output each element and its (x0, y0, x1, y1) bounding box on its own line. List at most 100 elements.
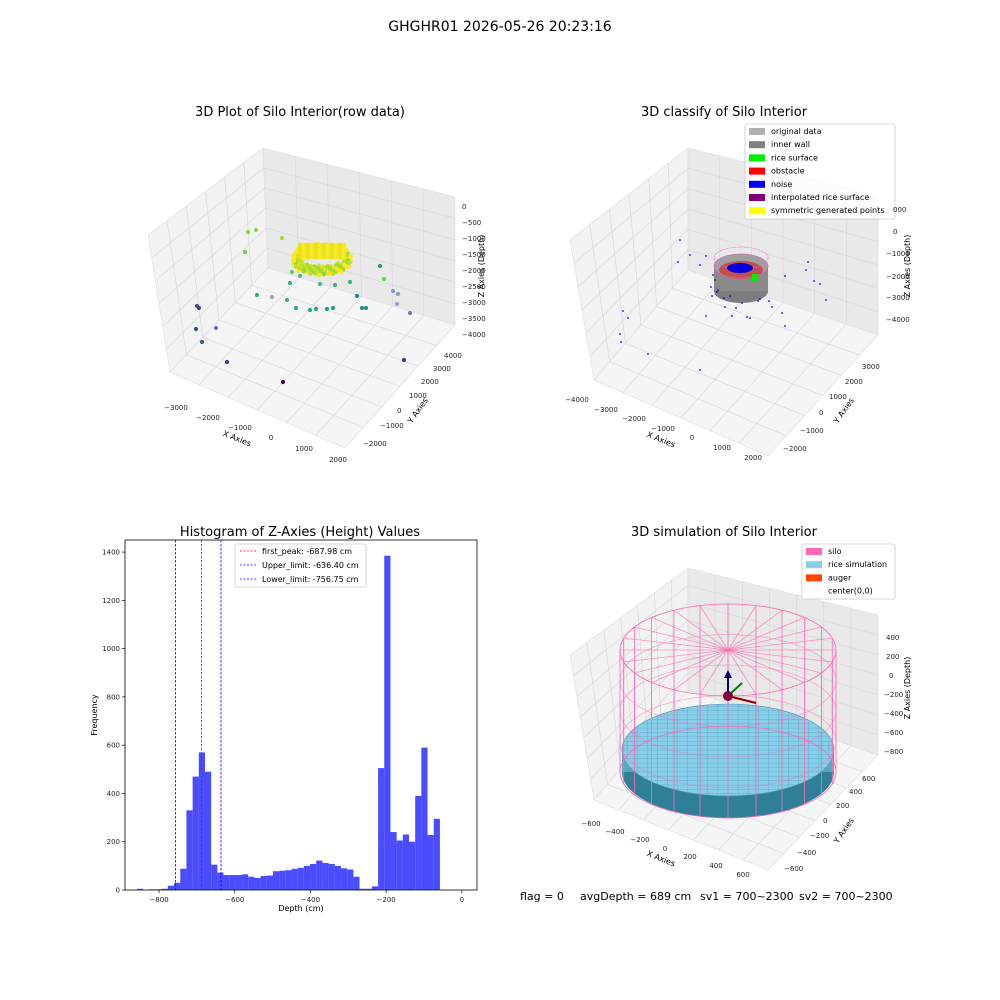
histogram-bar (303, 865, 311, 890)
silo-roof-line (673, 649, 729, 691)
histogram-bar (229, 875, 236, 890)
classify-z-ticks: 000 0 −1000 −2000 −3000 −4000 (886, 206, 910, 324)
classify-noise-cluster (727, 263, 753, 273)
simulation-y-tick: −200 (810, 832, 829, 840)
histogram-bar (174, 882, 181, 890)
histogram-bar (390, 832, 397, 890)
silo-roof-line (651, 649, 729, 683)
grid-line (586, 642, 608, 785)
classify-noise-point (705, 315, 707, 317)
silo-roof-line (623, 649, 729, 663)
classify-noise-point (705, 255, 707, 257)
legend-label: Lower_limit: -756.75 cm (262, 575, 359, 584)
classify-y-tick: 2000 (845, 378, 863, 386)
simulation-auger-z-arrowhead (724, 670, 732, 678)
legend-label: inner wall (771, 140, 810, 149)
raw-data-point (289, 269, 295, 275)
histogram-y-tick: 1000 (102, 645, 120, 653)
raw-data-point (313, 254, 319, 260)
histogram-y-axis-label: Frequency (90, 694, 99, 736)
grid-line (251, 285, 437, 346)
grid-line (422, 188, 425, 316)
raw-x-tick: −3000 (164, 404, 188, 412)
histogram-bar (167, 885, 175, 890)
classify-x-tick: 0 (690, 434, 694, 442)
silo-roof-line (727, 649, 833, 663)
histogram-bar (415, 795, 422, 890)
classify-noise-points (619, 239, 827, 371)
silo-roof-line (727, 649, 805, 683)
classify-noise-point (627, 317, 629, 319)
legend-swatch (806, 574, 822, 582)
classify-x-ticks: −4000 −3000 −2000 −1000 0 1000 2000 (565, 396, 762, 462)
raw-data-points (193, 227, 413, 385)
histogram-y-tick: 200 (107, 838, 120, 846)
raw-data-point (363, 305, 369, 311)
raw-data-point (313, 306, 319, 312)
simulation-y-ticks: −600 −400 −200 0 200 400 600 (784, 775, 875, 873)
legend-label: auger (828, 573, 852, 582)
raw-data-point (329, 254, 335, 260)
histogram-bar (137, 888, 144, 890)
legend-label: first_peak: -687.98 cm (262, 547, 352, 556)
classify-noise-point (716, 291, 718, 293)
histogram-bar (322, 862, 329, 890)
classify-z-tick: −3000 (886, 294, 910, 302)
grid-line (672, 288, 860, 356)
silo-roof-line (699, 605, 729, 651)
simulation-z-tick: −600 (884, 729, 903, 737)
raw-plot-title: 3D Plot of Silo Interior(row data) (195, 105, 405, 120)
raw-data-point (324, 306, 330, 312)
histogram-x-tick: −800 (149, 896, 168, 904)
histogram-x-axis-label: Depth (cm) (278, 904, 323, 913)
grid-line (687, 602, 879, 656)
classify-rice-surface-patch (752, 274, 758, 281)
silo-roof-line (634, 649, 729, 674)
legend-swatch (749, 207, 765, 215)
histogram-y-tick: 1400 (102, 549, 120, 557)
raw-data-point (199, 339, 205, 345)
histogram-bar (353, 876, 360, 890)
panel-simulation-3d-plot: 3D simulation of Silo Interior silo rice … (569, 525, 912, 879)
legend-swatch (749, 180, 765, 188)
classify-noise-point (677, 261, 679, 263)
simulation-x-tick: −600 (581, 820, 600, 828)
raw-data-point (297, 254, 303, 260)
simulation-y-tick: −400 (797, 849, 816, 857)
classify-y-tick: 1000 (829, 393, 847, 401)
simulation-center-point (723, 691, 733, 701)
silo-roof-line (727, 605, 757, 651)
histogram-bar (427, 834, 434, 890)
silo-roof-line (727, 649, 783, 691)
silo-roof-line (673, 609, 729, 651)
raw-y-tick: −2000 (363, 440, 387, 448)
raw-data-point (294, 250, 299, 256)
raw-z-ticks: 0 −500 −1000 −1500 −2000 −2500 −3000 −35… (462, 203, 486, 339)
raw-data-point (306, 269, 311, 274)
raw-data-point (292, 254, 297, 259)
classify-legend-box (744, 123, 896, 220)
classify-noise-point (711, 295, 713, 297)
simulation-z-tick: 400 (886, 634, 899, 642)
histogram-bar (421, 747, 428, 890)
raw-data-point (284, 297, 290, 303)
simulation-z-tick: 0 (889, 672, 893, 680)
raw-data-point (377, 263, 383, 269)
raw-data-point (253, 227, 259, 233)
classify-noise-point (757, 300, 759, 302)
legend-label: rice surface (771, 153, 818, 162)
classify-noise-point (759, 298, 761, 300)
classify-noise-point (724, 306, 726, 308)
histogram-y-tick: 800 (107, 693, 120, 701)
raw-data-point (401, 357, 407, 363)
classify-noise-point (771, 306, 773, 308)
histogram-y-tick: 400 (107, 790, 120, 798)
simulation-y-tick: −600 (784, 865, 803, 873)
histogram-x-tick: −200 (377, 896, 396, 904)
simulation-legend-box (801, 543, 896, 600)
raw-data-point (193, 326, 199, 332)
legend-swatch (806, 561, 822, 569)
raw-data-point (333, 254, 339, 260)
legend-swatch (749, 128, 765, 135)
classify-plot-title: 3D classify of Silo Interior (641, 105, 808, 120)
